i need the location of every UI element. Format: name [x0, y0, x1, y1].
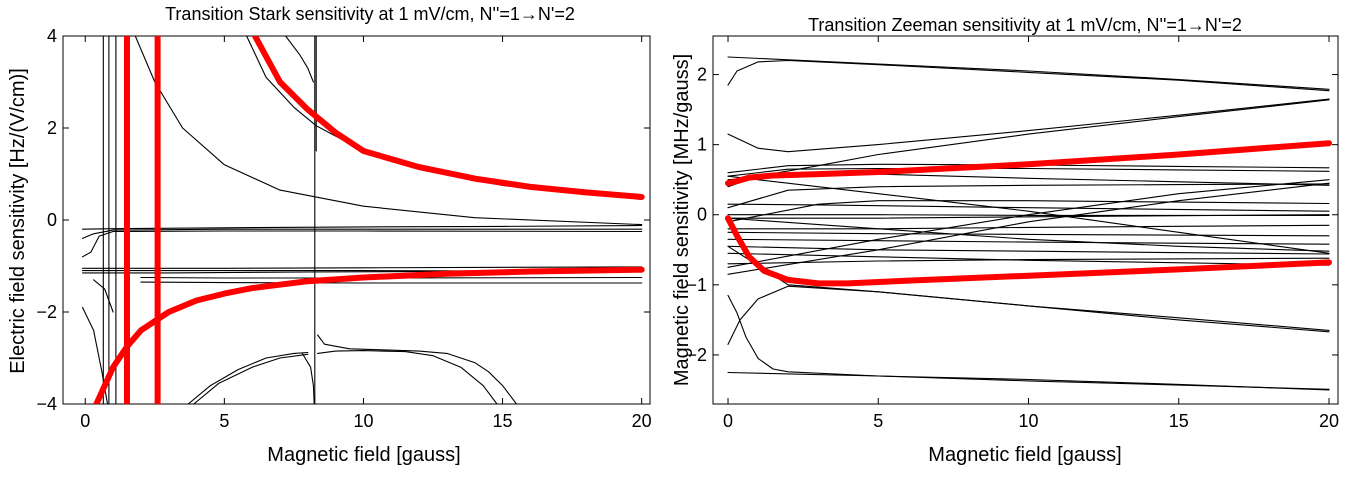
- stark-highlight-line-0: [252, 36, 645, 200]
- stark-y-tick-label: −4: [36, 394, 57, 414]
- zeeman-x-tick-label: 10: [1018, 411, 1038, 431]
- zeeman-y-tick-label: −1: [686, 275, 707, 295]
- zeeman-x-axis-label: Magnetic field [gauss]: [928, 444, 1121, 466]
- stark-line-6: [81, 224, 643, 230]
- zeeman-chart-title: Transition Zeeman sensitivity at 1 mV/cm…: [808, 15, 1242, 35]
- zeeman-line-21: [727, 179, 1330, 268]
- zeeman-line-3: [727, 59, 1330, 92]
- stark-x-tick-label: 5: [219, 411, 229, 431]
- stark-y-tick-label: 2: [47, 118, 57, 138]
- zeeman-x-tick-label: 0: [723, 411, 733, 431]
- zeeman-y-tick-label: 1: [697, 135, 707, 155]
- stark-x-tick-label: 15: [493, 411, 513, 431]
- stark-chart-title: Transition Stark sensitivity at 1 mV/cm,…: [165, 4, 575, 24]
- zeeman-line-16: [727, 238, 1330, 245]
- zeeman-line-13: [727, 214, 1330, 219]
- zeeman-line-22: [727, 182, 1330, 275]
- zeeman-line-10: [727, 200, 1330, 223]
- zeeman-line-9: [727, 183, 1330, 209]
- zeeman-panel: Transition Zeeman sensitivity at 1 mV/cm…: [671, 15, 1339, 466]
- zeeman-plot-frame: [712, 35, 1339, 405]
- zeeman-line-6: [727, 163, 1330, 174]
- zeeman-line-11: [727, 203, 1330, 212]
- zeeman-x-tick-label: 20: [1319, 411, 1339, 431]
- stark-y-tick-label: 0: [47, 210, 57, 230]
- stark-line-25: [301, 352, 315, 404]
- zeeman-y-axis-label: Magnetic field sensitivity [MHz/gauss]: [671, 54, 693, 386]
- zeeman-line-17: [727, 245, 1330, 255]
- stark-line-22: [317, 334, 518, 404]
- zeeman-line-25: [727, 294, 1330, 391]
- zeeman-line-27: [727, 371, 1330, 390]
- zeeman-x-tick-label: 15: [1169, 411, 1189, 431]
- stark-y-axis-label: Electric field sensitivity [Hz/(V/cm)]: [7, 68, 29, 374]
- zeeman-line-20: [727, 175, 1330, 254]
- zeeman-line-23: [727, 217, 1330, 252]
- stark-line-15: [93, 279, 114, 313]
- zeeman-line-15: [727, 231, 1330, 237]
- zeeman-line-14: [727, 224, 1330, 230]
- stark-line-24: [193, 353, 309, 404]
- stark-line-7: [81, 228, 643, 239]
- zeeman-y-tick-label: 0: [697, 205, 707, 225]
- zeeman-line-19: [727, 257, 1330, 265]
- zeeman-line-24: [727, 285, 1330, 345]
- zeeman-y-tick-label: −2: [686, 345, 707, 365]
- stark-line-13: [140, 281, 643, 284]
- zeeman-line-2: [727, 56, 1330, 90]
- stark-x-tick-label: 0: [80, 411, 90, 431]
- stark-line-23: [187, 351, 309, 404]
- stark-panel: Transition Stark sensitivity at 1 mV/cm,…: [7, 4, 652, 466]
- zeeman-x-tick-label: 5: [873, 411, 883, 431]
- stark-line-8: [81, 230, 643, 258]
- stark-line-12: [140, 276, 643, 279]
- zeeman-highlight-line-1: [725, 215, 1332, 287]
- stark-x-axis-label: Magnetic field [gauss]: [267, 444, 460, 466]
- stark-highlight-line-1: [93, 266, 645, 404]
- stark-line-21: [285, 36, 314, 83]
- stark-line-5: [134, 36, 643, 226]
- stark-line-26: [317, 350, 498, 404]
- stark-y-tick-label: −2: [36, 302, 57, 322]
- zeeman-highlight-line-0: [725, 140, 1332, 187]
- zeeman-y-tick-label: 2: [697, 65, 707, 85]
- zeeman-line-18: [727, 252, 1330, 266]
- stark-line-9: [81, 266, 643, 269]
- stark-x-tick-label: 10: [353, 411, 373, 431]
- stark-y-tick-label: 4: [47, 26, 57, 46]
- zeeman-line-4: [727, 98, 1330, 153]
- stark-x-tick-label: 20: [632, 411, 652, 431]
